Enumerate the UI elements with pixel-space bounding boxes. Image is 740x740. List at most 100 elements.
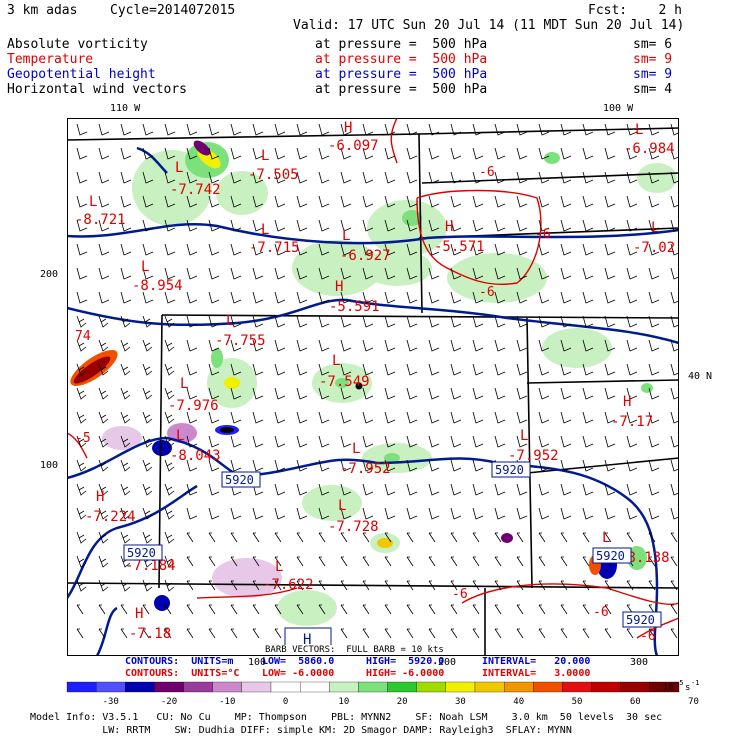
wind-barb <box>208 411 220 424</box>
wind-barb <box>450 387 462 400</box>
temp-extrema-kind: L <box>141 259 149 275</box>
temp-extrema-kind: L <box>635 122 643 138</box>
temp-extrema-kind: H <box>623 394 631 410</box>
contour-temp-high: HIGH= -6.0000 <box>366 668 445 679</box>
wind-barb <box>472 459 484 472</box>
wind-barb <box>318 195 330 208</box>
wind-barb <box>472 123 484 136</box>
wind-barb <box>450 459 462 472</box>
wind-barb <box>186 243 198 256</box>
wind-barb <box>362 243 374 256</box>
wind-barb <box>604 147 616 160</box>
wind-barb <box>340 291 352 304</box>
wind-barb <box>384 363 396 376</box>
wind-barb <box>406 339 418 352</box>
wind-barb <box>164 579 175 592</box>
wind-barb <box>318 315 330 328</box>
wind-barb <box>164 219 176 232</box>
wind-barb <box>538 580 546 591</box>
wind-barb <box>208 315 220 328</box>
wind-barb <box>186 339 198 352</box>
temp-extrema-value: -7.622 <box>263 577 314 593</box>
wind-barb <box>604 195 616 208</box>
wind-barb <box>340 195 352 208</box>
wind-barb <box>362 339 374 352</box>
wind-barb <box>274 267 286 280</box>
wind-barb <box>428 171 440 184</box>
height-contour-label: 5920 <box>596 549 625 563</box>
wind-barb <box>340 507 352 520</box>
wind-barb <box>318 123 330 136</box>
colorbar-segment <box>474 681 505 693</box>
wind-barb <box>582 315 594 328</box>
wind-barb <box>384 604 392 615</box>
colorbar-segment <box>649 681 680 693</box>
wind-barb <box>428 123 440 136</box>
wind-barb <box>252 219 264 232</box>
wind-barb <box>164 507 175 520</box>
wind-barb <box>428 580 436 591</box>
wind-barb <box>472 171 484 184</box>
wind-barb <box>340 387 352 400</box>
wind-barb <box>186 363 198 376</box>
temp-extrema-kind: L <box>352 441 360 457</box>
wind-barb <box>76 195 88 208</box>
wind-barb <box>208 435 220 448</box>
wind-barb <box>538 219 550 232</box>
wind-barb <box>318 556 326 567</box>
wind-barb <box>450 339 462 352</box>
wind-barb <box>98 483 109 496</box>
wind-barb <box>538 604 546 615</box>
wind-barb <box>560 339 572 352</box>
wind-barb <box>318 147 330 160</box>
wind-barb <box>648 195 660 208</box>
temp-extrema-value: -8.138 <box>619 550 670 566</box>
temp-extrema-value: -6.927 <box>340 248 391 264</box>
wind-barb <box>252 411 264 424</box>
lon-label-100w: 100 W <box>603 103 634 114</box>
wind-barb <box>384 243 396 256</box>
height-contour-label: 5920 <box>225 473 254 487</box>
wind-barb <box>560 556 568 567</box>
wind-barb <box>186 195 198 208</box>
wind-barb <box>76 291 88 304</box>
wind-barb <box>428 483 440 496</box>
wind-barb <box>626 171 638 184</box>
wind-barb <box>582 507 594 520</box>
wind-barb <box>582 556 590 567</box>
y-tick-100: 100 <box>40 460 59 471</box>
wind-barb <box>208 195 220 208</box>
wind-barb <box>230 435 242 448</box>
wind-barb <box>252 556 260 567</box>
wind-barb <box>186 315 198 328</box>
wind-barb <box>428 459 440 472</box>
wind-barb <box>494 267 506 280</box>
wind-barb <box>626 339 638 352</box>
temp-extrema-value: -7.952 <box>340 461 391 477</box>
temp-extrema-kind: L <box>602 530 610 546</box>
wind-barb <box>186 580 194 591</box>
wind-barb <box>98 387 109 400</box>
wind-barb <box>560 315 572 328</box>
wind-barb <box>340 411 352 424</box>
wind-barb <box>98 147 110 160</box>
wind-barb <box>230 387 242 400</box>
wind-barb <box>252 435 264 448</box>
wind-barb <box>516 243 528 256</box>
wind-barb <box>208 507 220 520</box>
contour-height-interval: INTERVAL= 20.000 <box>482 656 591 667</box>
wind-barb <box>648 532 656 543</box>
wind-barb <box>604 219 616 232</box>
wind-barb <box>648 411 660 424</box>
wind-barb <box>186 171 198 184</box>
wind-barb <box>318 580 326 591</box>
wind-barb <box>318 291 330 304</box>
wind-barb <box>604 123 616 136</box>
wind-barb <box>560 435 572 448</box>
wind-barb <box>516 147 528 160</box>
wind-barb <box>142 243 154 256</box>
wind-barb <box>362 507 374 520</box>
wind-barb <box>98 604 106 615</box>
wind-barb <box>76 315 87 328</box>
wind-barb <box>472 243 484 256</box>
